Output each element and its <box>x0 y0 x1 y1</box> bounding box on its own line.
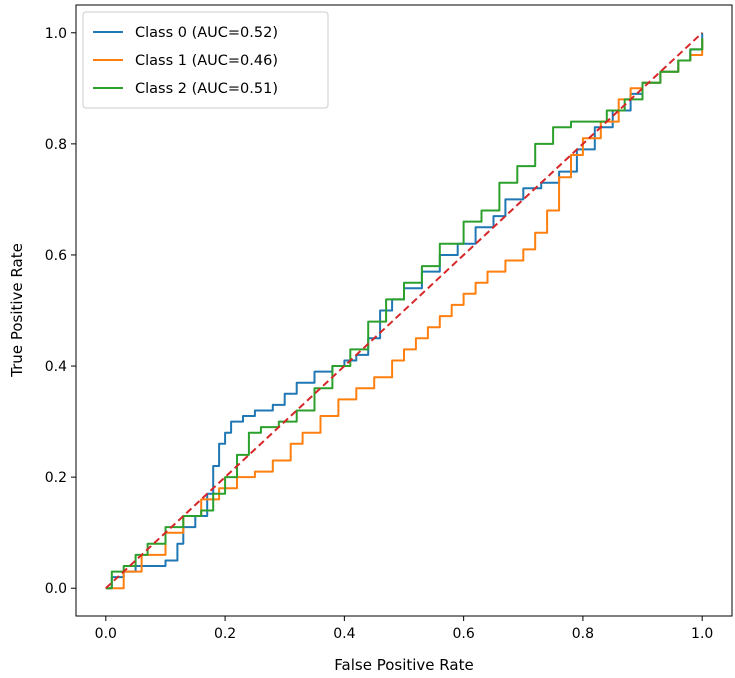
legend-box <box>82 11 329 109</box>
plot-frame <box>75 4 733 617</box>
y-tick-label: 0.0 <box>45 581 67 597</box>
legend-label: Class 2 (AUC=0.51) <box>135 81 278 97</box>
legend-label: Class 0 (AUC=0.52) <box>135 25 278 41</box>
roc-curve-class-1 <box>105 38 704 590</box>
x-tick-label: 1.0 <box>691 626 713 642</box>
y-axis-label: True Positive Rate <box>8 243 26 378</box>
y-tick-label: 0.2 <box>45 470 67 486</box>
legend: Class 0 (AUC=0.52) Class 1 (AUC=0.46) Clas… <box>82 11 329 109</box>
y-axis: 0.0 0.2 0.4 0.6 0.8 1.0 <box>45 26 76 597</box>
y-tick-label: 0.4 <box>45 359 67 375</box>
x-tick-label: 0.6 <box>453 626 475 642</box>
series-layer <box>105 32 704 590</box>
y-tick-label: 0.8 <box>45 137 67 153</box>
roc-curve-class-2 <box>105 38 704 590</box>
y-tick-label: 1.0 <box>45 26 67 42</box>
x-tick-label: 0.0 <box>95 626 117 642</box>
diagonal-reference-line <box>105 32 703 589</box>
x-tick-label: 0.8 <box>572 626 594 642</box>
y-tick-label: 0.6 <box>45 248 67 264</box>
x-tick-label: 0.2 <box>214 626 236 642</box>
x-tick-label: 0.4 <box>333 626 355 642</box>
x-axis: 0.0 0.2 0.4 0.6 0.8 1.0 <box>95 616 713 642</box>
x-axis-label: False Positive Rate <box>334 656 473 674</box>
legend-label: Class 1 (AUC=0.46) <box>135 53 278 69</box>
